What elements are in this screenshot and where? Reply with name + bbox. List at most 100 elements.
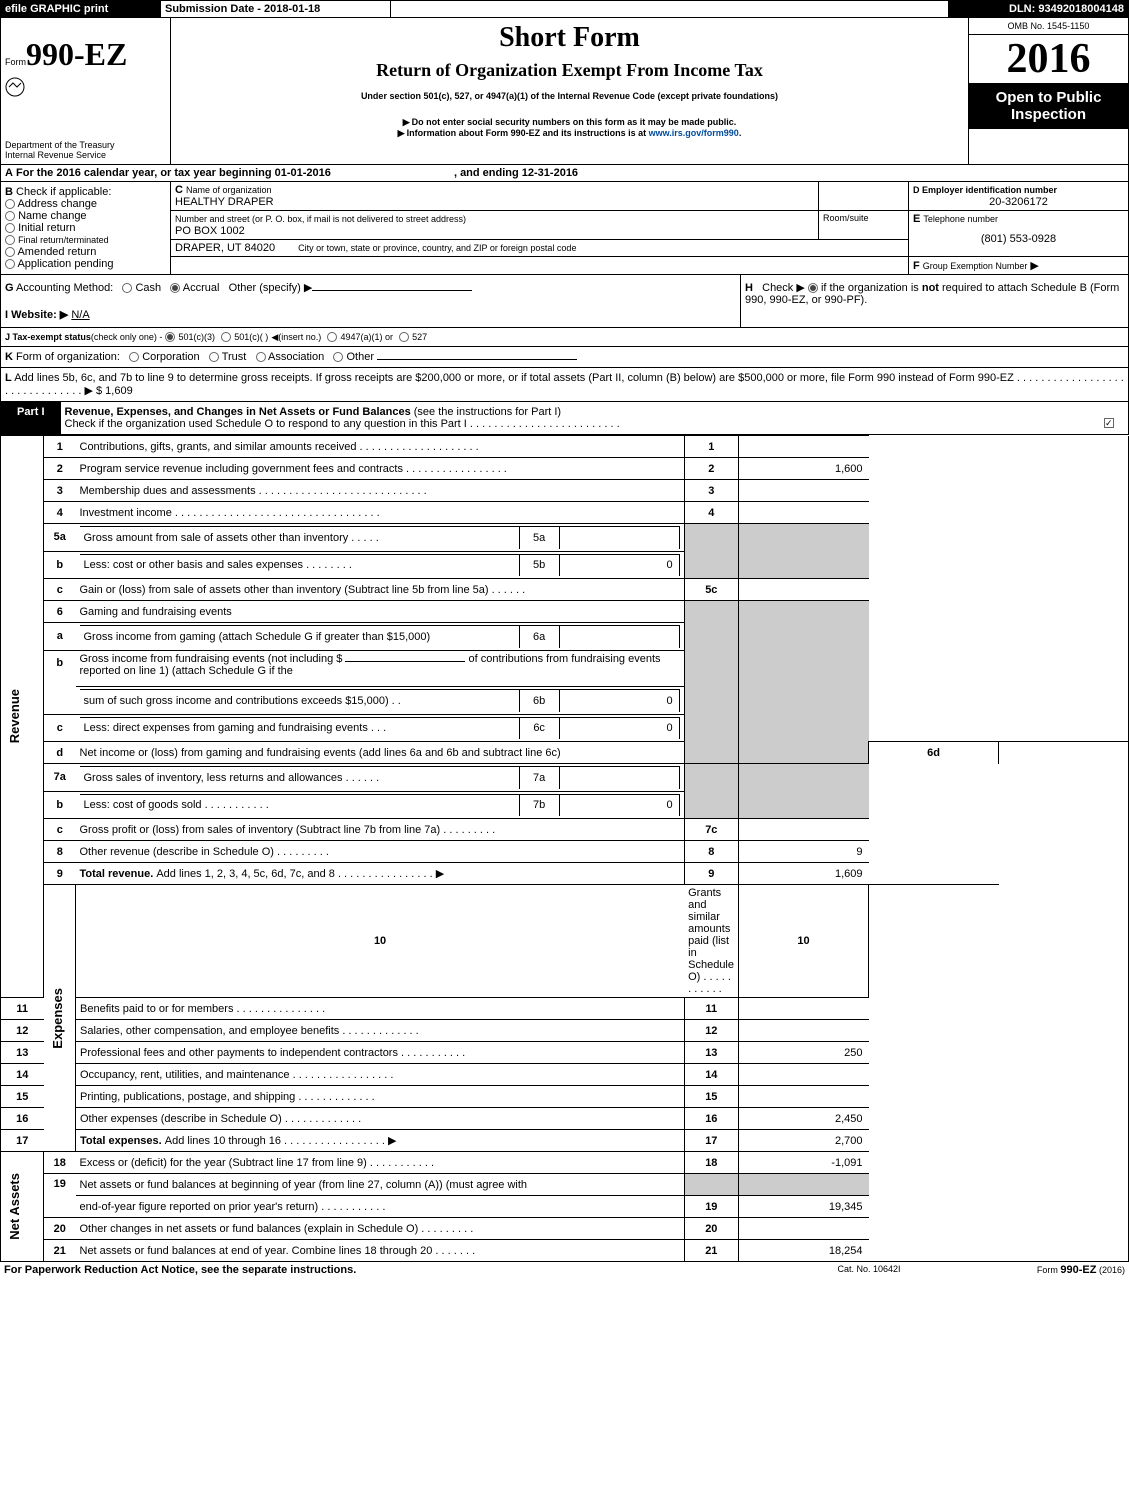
line-12-value: [739, 1020, 869, 1042]
city-value: DRAPER, UT 84020: [175, 242, 275, 254]
website-value: N/A: [71, 309, 89, 321]
radio-527[interactable]: [399, 332, 409, 342]
line-4-value: [739, 502, 869, 524]
line-14-value: [739, 1064, 869, 1086]
part1-check-text: Check if the organization used Schedule …: [65, 418, 620, 430]
open-to-public: Open to Public: [971, 89, 1126, 106]
radio-cash[interactable]: [122, 283, 132, 293]
accounting-method-label: Accounting Method:: [16, 282, 113, 294]
form-prefix: Form: [5, 57, 26, 67]
expenses-section-label: Expenses: [48, 980, 67, 1057]
top-bar: efile GRAPHIC print Submission Date - 20…: [0, 0, 1129, 18]
line-1-text: Contributions, gifts, grants, and simila…: [76, 436, 685, 458]
part1-label: Part I: [1, 402, 61, 435]
line-16-value: 2,450: [739, 1108, 869, 1130]
street-label: Number and street (or P. O. box, if mail…: [175, 214, 466, 224]
form-of-org-block: K Form of organization: Corporation Trus…: [0, 346, 1129, 367]
arrow-icon: ▶: [1030, 260, 1038, 272]
efile-label: efile GRAPHIC print: [1, 1, 161, 18]
dln: DLN: 93492018004148: [949, 1, 1129, 18]
accounting-block: G Accounting Method: Cash Accrual Other …: [0, 274, 1129, 327]
note-info: Information about Form 990-EZ and its in…: [407, 128, 649, 138]
gross-receipts-block: L Add lines 5b, 6c, and 7b to line 9 to …: [0, 367, 1129, 402]
line-7a-text: Gross sales of inventory, less returns a…: [80, 767, 520, 789]
label-j: J Tax-exempt status: [5, 332, 91, 342]
line-6d-value: [999, 742, 1129, 764]
part1-title: Revenue, Expenses, and Changes in Net As…: [65, 406, 411, 418]
checkbox-schedule-o-part1[interactable]: [1104, 418, 1114, 428]
radio-other-org[interactable]: [333, 352, 343, 362]
checkbox-final-return[interactable]: [5, 235, 15, 245]
line-5b-text: Less: cost or other basis and sales expe…: [80, 554, 520, 576]
line-15-value: [739, 1086, 869, 1108]
treasury-seal-icon: [5, 77, 166, 100]
paperwork-notice: For Paperwork Reduction Act Notice, see …: [0, 1262, 769, 1278]
irs-link[interactable]: www.irs.gov/form990: [649, 128, 739, 138]
line-10-value: [869, 885, 999, 998]
checkbox-schedule-b-not-required[interactable]: [808, 283, 818, 293]
page-footer: For Paperwork Reduction Act Notice, see …: [0, 1262, 1129, 1278]
checkbox-initial-return[interactable]: [5, 223, 15, 233]
line-21-value: 18,254: [739, 1240, 869, 1262]
radio-501c3[interactable]: [165, 332, 175, 342]
checkbox-application-pending[interactable]: [5, 259, 15, 269]
line-10-text: Grants and similar amounts paid (list in…: [684, 885, 738, 998]
line-3-text: Membership dues and assessments . . . . …: [76, 480, 685, 502]
checkbox-address-change[interactable]: [5, 199, 15, 209]
tax-year-end: , and ending 12-31-2016: [454, 167, 578, 179]
radio-corporation[interactable]: [129, 352, 139, 362]
label-g: G: [5, 282, 14, 294]
label-f: F: [913, 260, 920, 272]
catalog-number: Cat. No. 10642I: [769, 1262, 969, 1278]
radio-501c[interactable]: [221, 332, 231, 342]
line-6a-text: Gross income from gaming (attach Schedul…: [80, 626, 520, 648]
label-l: L: [5, 372, 12, 384]
line-8-value: 9: [739, 841, 869, 863]
main-title: Return of Organization Exempt From Incom…: [179, 60, 960, 81]
name-of-org-label: Name of organization: [186, 185, 272, 195]
dept-treasury: Department of the Treasury: [5, 140, 166, 150]
checkbox-amended-return[interactable]: [5, 247, 15, 257]
gross-receipts-value: $ 1,609: [96, 385, 133, 397]
checkbox-name-change[interactable]: [5, 211, 15, 221]
part1-header: Part I Revenue, Expenses, and Changes in…: [0, 402, 1129, 435]
line-7a-value: [559, 767, 679, 789]
line-5a-text: Gross amount from sale of assets other t…: [80, 527, 520, 549]
label-b: B: [5, 186, 13, 198]
line-1-value: [739, 436, 869, 458]
netassets-section-label: Net Assets: [5, 1165, 24, 1248]
line-5b-value: 0: [559, 554, 679, 576]
room-suite-label: Room/suite: [819, 211, 909, 240]
city-label: City or town, state or province, country…: [298, 243, 576, 253]
radio-accrual[interactable]: [170, 283, 180, 293]
line-6b-text: sum of such gross income and contributio…: [80, 690, 520, 712]
label-c: C: [175, 184, 183, 196]
website-label: I Website: ▶: [5, 309, 68, 321]
radio-trust[interactable]: [209, 352, 219, 362]
line-7c-text: Gross profit or (loss) from sales of inv…: [76, 819, 685, 841]
line-5a-value: [559, 527, 679, 549]
line-8-text: Other revenue (describe in Schedule O) .…: [76, 841, 685, 863]
telephone-label: Telephone number: [923, 214, 998, 224]
subtitle: Under section 501(c), 527, or 4947(a)(1)…: [179, 91, 960, 101]
label-a: A: [5, 167, 13, 179]
irs-label: Internal Revenue Service: [5, 150, 166, 160]
ein-label: D Employer identification number: [913, 185, 1057, 195]
short-form-title: Short Form: [179, 22, 960, 54]
org-info-block: A For the 2016 calendar year, or tax yea…: [0, 165, 1129, 274]
tax-year-begin: For the 2016 calendar year, or tax year …: [16, 167, 331, 179]
line-5c-text: Gain or (loss) from sale of assets other…: [76, 579, 685, 601]
radio-4947[interactable]: [327, 332, 337, 342]
submission-date: Submission Date - 2018-01-18: [161, 1, 391, 18]
line-7b-text: Less: cost of goods sold . . . . . . . .…: [80, 794, 520, 816]
line-11-value: [739, 998, 869, 1020]
line-17-value: 2,700: [739, 1130, 869, 1152]
telephone-value: (801) 553-0928: [913, 233, 1124, 245]
line-3-value: [739, 480, 869, 502]
tax-status-block: J Tax-exempt status(check only one) - 50…: [0, 327, 1129, 346]
line-7c-value: [739, 819, 869, 841]
ein-value: 20-3206172: [913, 196, 1124, 208]
line-19-value: 19,345: [739, 1196, 869, 1218]
line-6c-text: Less: direct expenses from gaming and fu…: [80, 717, 520, 739]
radio-association[interactable]: [256, 352, 266, 362]
